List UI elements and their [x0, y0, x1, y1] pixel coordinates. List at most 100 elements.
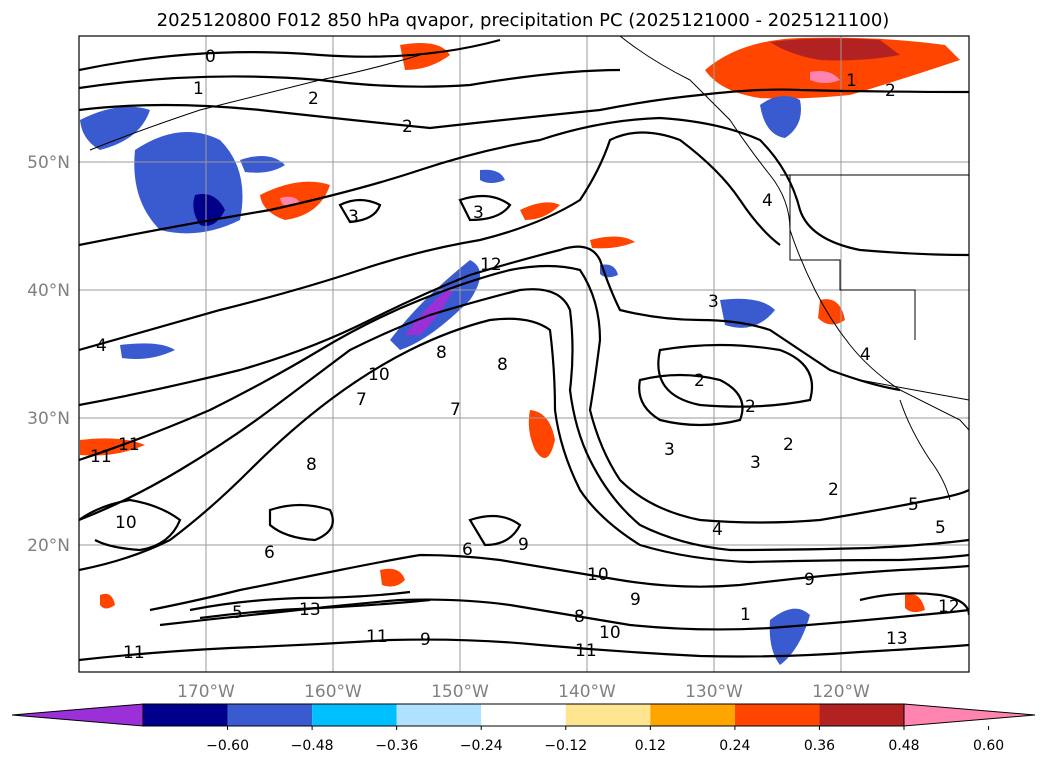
- precip-positive-area: [528, 410, 555, 458]
- map-background: [79, 36, 969, 672]
- contour-label: 2: [308, 89, 319, 109]
- map-panel: 0 1 2 2 3 3 4 1 2 3 2 2 3 2 4 5 5 12 13 …: [78, 35, 970, 673]
- precip-positive-area: [590, 236, 635, 249]
- contour-label: 6: [462, 540, 473, 560]
- precip-peak-area: [810, 71, 840, 83]
- precip-positive-area: [100, 593, 115, 609]
- contour-label: 10: [599, 623, 621, 643]
- map-frame: [78, 35, 970, 673]
- colorbar-segment: [734, 704, 820, 726]
- contour-label: 2: [694, 371, 705, 391]
- precip-shading: [80, 37, 960, 665]
- contour-line: [79, 116, 969, 257]
- colorbar-tick-label: −0.12: [544, 738, 587, 754]
- lon-label: 140°W: [558, 682, 616, 702]
- contour-label: 6: [264, 543, 275, 563]
- colorbar-tick-label: −0.24: [460, 738, 503, 754]
- colorbar-segment: [565, 704, 651, 726]
- precip-negative-area: [720, 298, 775, 328]
- precip-negative-area: [240, 156, 285, 173]
- precip-negative-area: [120, 343, 175, 359]
- contour-label: 13: [886, 629, 908, 649]
- colorbar-tick-label: 0.12: [635, 738, 666, 754]
- contour-label: 9: [804, 570, 815, 590]
- precip-negative-area: [480, 169, 505, 183]
- contour-line: [458, 194, 512, 222]
- contour-line: [79, 317, 969, 572]
- contour-line: [268, 503, 334, 542]
- precip-positive-area: [818, 299, 845, 325]
- contour-line: [79, 288, 969, 552]
- contour-label: 3: [750, 453, 761, 473]
- contour-label: 8: [306, 455, 317, 475]
- contour-label: 5: [908, 495, 919, 515]
- contour-label: 7: [450, 400, 461, 420]
- contour-label: 9: [518, 535, 529, 555]
- contour-label: 10: [587, 565, 609, 585]
- contour-label: 11: [90, 447, 112, 467]
- contour-line: [859, 592, 969, 616]
- precip-negative-area: [760, 96, 801, 138]
- coastline: [89, 36, 969, 501]
- colorbar-tick-label: −0.60: [206, 738, 249, 754]
- colorbar-tick-label: 0.36: [804, 738, 835, 754]
- baja-california: [899, 399, 951, 501]
- contour-line: [79, 264, 969, 524]
- colorbar-extend-max: [903, 703, 1036, 727]
- contour-label: 8: [436, 343, 447, 363]
- contour-line: [79, 131, 781, 352]
- contour-label: 3: [664, 440, 675, 460]
- colorbar-segment: [396, 704, 482, 726]
- colorbar-tick-label: 0.48: [888, 738, 919, 754]
- contour-line: [79, 498, 182, 552]
- contour-label: 9: [420, 630, 431, 650]
- contour-line: [338, 198, 382, 224]
- precip-strong-area: [770, 38, 900, 61]
- contour-label: 7: [356, 390, 367, 410]
- contour-label: 10: [115, 513, 137, 533]
- colorbar-segment: [143, 704, 228, 726]
- contour-label: 3: [473, 203, 484, 223]
- qvapor-contours: [79, 38, 969, 662]
- contour-label: 11: [118, 435, 140, 455]
- precip-positive-area: [380, 568, 405, 587]
- colorbar-tick-label: 0.24: [719, 738, 750, 754]
- colorbar-segment: [819, 704, 904, 726]
- contour-label: 2: [745, 397, 756, 417]
- border-us-mexico: [859, 379, 969, 401]
- lat-label: 40°N: [27, 281, 70, 301]
- contour-label: 2: [885, 81, 896, 101]
- contour-label: 8: [497, 355, 508, 375]
- colorbar-tick-label: −0.36: [375, 738, 418, 754]
- contour-label: 13: [299, 600, 321, 620]
- contour-label: 11: [123, 643, 145, 663]
- contour-label: 3: [348, 207, 359, 227]
- lat-label: 30°N: [27, 409, 70, 429]
- contour-label: 4: [712, 520, 723, 540]
- colorbar-segment: [312, 704, 397, 726]
- contour-line: [149, 553, 969, 612]
- contour-label: 5: [232, 603, 243, 623]
- colorbar-segment: [227, 704, 313, 726]
- aleutian-islands: [89, 54, 421, 151]
- precip-negative-area: [80, 106, 150, 150]
- contour-line: [657, 343, 814, 408]
- lon-label: 170°W: [177, 682, 235, 702]
- contour-line: [199, 598, 431, 620]
- contour-label: 1: [193, 79, 204, 99]
- contour-label: 4: [96, 336, 107, 356]
- contour-label: 11: [575, 641, 597, 661]
- contour-line: [159, 598, 969, 631]
- contour-label: 2: [402, 117, 413, 137]
- colorbar-frame: [142, 703, 905, 727]
- colorbar-segment: [650, 704, 735, 726]
- contour-label: 1: [740, 605, 751, 625]
- contour-label: 9: [630, 590, 641, 610]
- precip-max-negative: [405, 285, 455, 335]
- lat-label: 20°N: [27, 536, 70, 556]
- colorbar-extend-min: [11, 703, 144, 727]
- contour-value-labels: 0 1 2 2 3 3 4 1 2 3 2 2 3 2 4 5 5 12 13 …: [90, 47, 960, 663]
- contour-label: 2: [783, 435, 794, 455]
- state-borders: [789, 175, 916, 340]
